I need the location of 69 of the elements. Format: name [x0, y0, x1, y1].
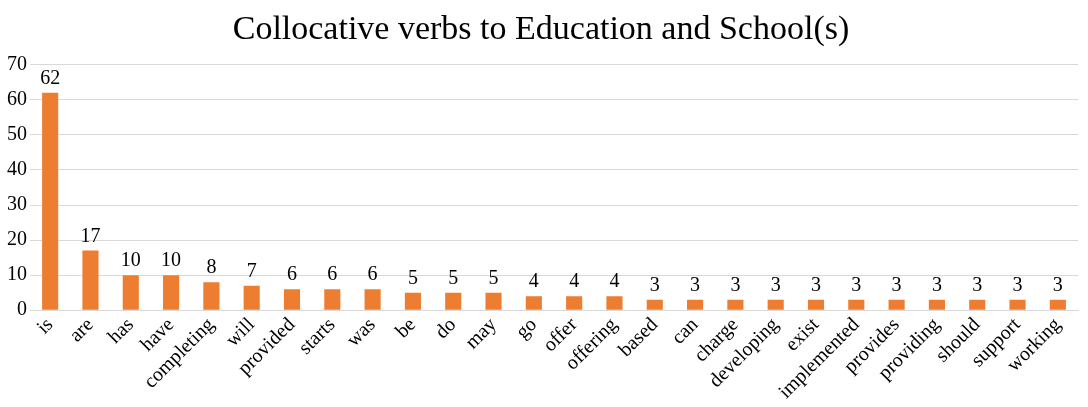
- x-tick-label: are: [64, 312, 98, 346]
- bar: [122, 275, 139, 310]
- bar: [807, 299, 825, 310]
- data-label: 5: [448, 265, 459, 288]
- data-label: 10: [120, 248, 141, 271]
- data-label: 10: [161, 248, 182, 271]
- data-label: 5: [407, 265, 418, 288]
- y-tick-label: 70: [7, 52, 27, 75]
- data-label: 4: [569, 269, 580, 292]
- data-label: 3: [972, 272, 983, 295]
- x-tick-label: may: [460, 312, 501, 354]
- data-label: 6: [287, 262, 297, 285]
- bar: [606, 296, 623, 310]
- y-tick-label: 10: [7, 262, 27, 285]
- bar: [404, 292, 421, 310]
- bar: [82, 250, 99, 310]
- bar: [566, 296, 583, 310]
- data-label: 3: [851, 272, 862, 295]
- data-label: 3: [1012, 272, 1023, 295]
- x-tick-label: is: [31, 312, 57, 338]
- data-label: 8: [206, 255, 217, 278]
- x-tick-label: has: [102, 312, 138, 348]
- y-tick-label: 40: [7, 157, 27, 180]
- bar: [1009, 299, 1026, 310]
- data-label: 3: [690, 272, 701, 295]
- data-label: 3: [931, 272, 942, 295]
- bar: [243, 285, 260, 310]
- bar: [767, 299, 784, 310]
- data-label: 3: [730, 272, 741, 295]
- bar: [364, 289, 381, 310]
- bar: [848, 299, 865, 310]
- bar: [283, 289, 301, 310]
- data-label: 3: [891, 272, 902, 295]
- bar: [525, 296, 542, 310]
- data-label: 3: [649, 272, 660, 295]
- data-label: 6: [327, 262, 338, 285]
- x-tick-label: be: [390, 312, 420, 342]
- bar: [445, 292, 462, 310]
- y-tick-label: 30: [7, 192, 27, 215]
- y-tick-label: 0: [17, 297, 27, 320]
- data-label: 6: [367, 262, 378, 285]
- data-label: 3: [1052, 272, 1063, 295]
- chart-title: Collocative verbs to Education and School(s): [232, 9, 850, 48]
- data-label: 3: [770, 272, 781, 295]
- bar: [687, 299, 704, 310]
- data-label: 4: [609, 269, 620, 292]
- data-label: 17: [80, 223, 101, 246]
- x-tick-label: was: [341, 312, 380, 351]
- bar: [485, 292, 502, 310]
- bar: [727, 299, 744, 310]
- bar: [42, 92, 59, 310]
- bar: [928, 299, 945, 310]
- x-tick-label: go: [510, 312, 542, 344]
- bar: [324, 289, 341, 310]
- data-label: 7: [246, 258, 257, 281]
- data-label: 5: [488, 265, 499, 288]
- data-label: 3: [811, 272, 821, 295]
- bar: [888, 299, 905, 310]
- y-tick-label: 50: [7, 122, 27, 145]
- bar: [203, 282, 220, 310]
- data-label: 4: [528, 269, 539, 292]
- x-tick-label: do: [430, 312, 460, 343]
- bar: [969, 299, 986, 310]
- y-tick-label: 20: [7, 227, 27, 250]
- bar: [646, 299, 663, 310]
- data-label: 62: [40, 66, 61, 89]
- bar: [1049, 299, 1066, 310]
- y-tick-label: 60: [7, 87, 27, 110]
- bar: [163, 275, 180, 310]
